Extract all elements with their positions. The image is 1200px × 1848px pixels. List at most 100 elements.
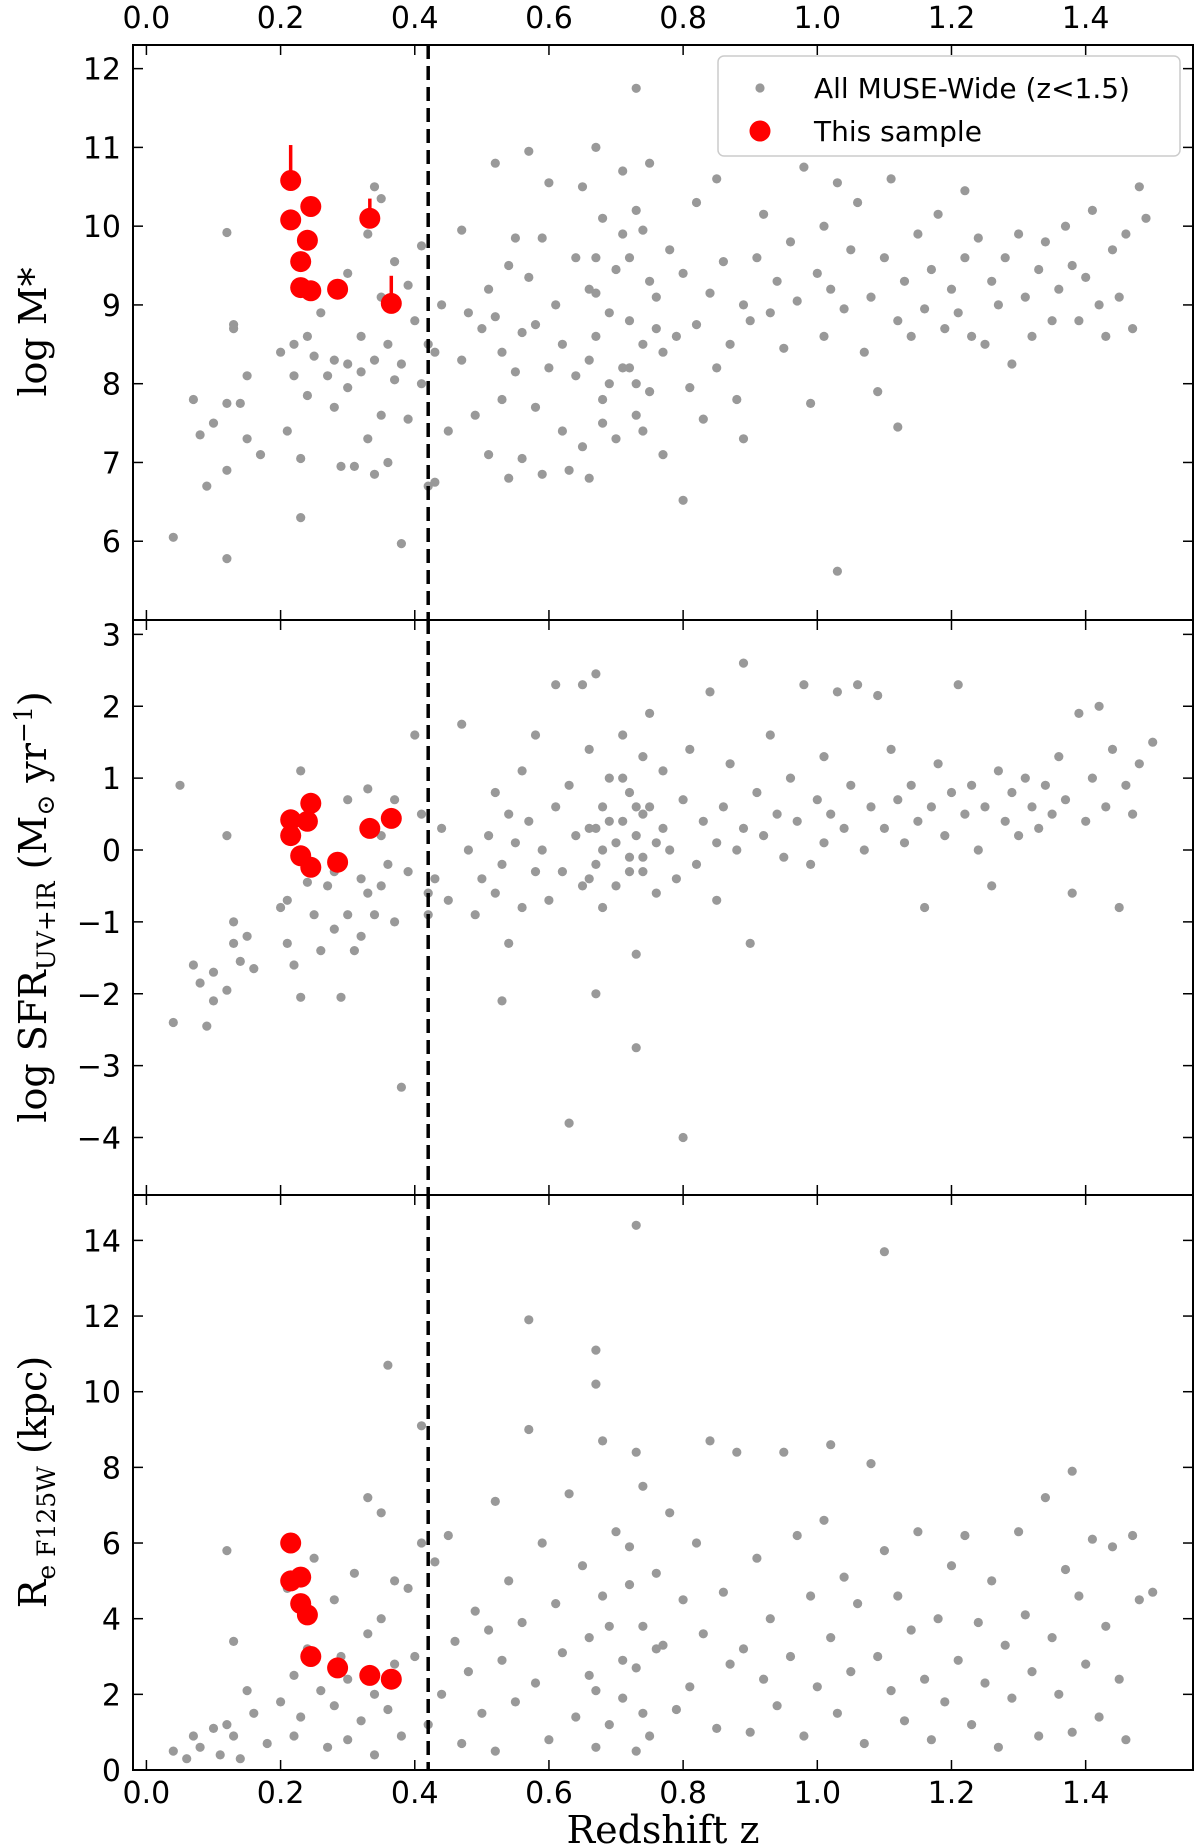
muse-wide-point	[1087, 773, 1097, 783]
muse-wide-point	[839, 823, 849, 834]
muse-wide-point	[383, 457, 393, 468]
muse-wide-point	[497, 996, 507, 1006]
muse-wide-point	[463, 1667, 473, 1677]
muse-wide-point	[698, 1629, 708, 1639]
muse-wide-point	[430, 874, 440, 884]
muse-wide-point	[229, 1636, 239, 1646]
muse-wide-point	[718, 1587, 729, 1597]
muse-wide-point	[182, 1754, 192, 1764]
muse-wide-point	[993, 300, 1004, 310]
muse-wide-point	[631, 83, 641, 93]
muse-wide-point	[551, 1599, 561, 1609]
sample-point	[380, 807, 402, 829]
muse-wide-point	[343, 1674, 353, 1684]
muse-wide-point	[403, 1583, 413, 1593]
muse-wide-point	[671, 874, 682, 884]
muse-wide-point	[745, 1727, 755, 1737]
muse-wide-point	[1067, 1727, 1077, 1737]
muse-wide-point	[289, 960, 299, 970]
muse-wide-point	[846, 780, 856, 790]
muse-wide-point	[651, 1568, 661, 1578]
muse-wide-point	[772, 276, 782, 286]
muse-wide-point	[846, 1667, 856, 1677]
muse-wide-point	[430, 1557, 440, 1567]
y-tick-label: 1	[102, 762, 121, 797]
muse-wide-point	[557, 867, 568, 877]
muse-wide-point	[229, 1731, 239, 1741]
muse-wide-point	[577, 182, 588, 192]
muse-wide-point	[638, 852, 648, 862]
muse-wide-point	[993, 1742, 1004, 1752]
muse-wide-point	[638, 339, 648, 349]
muse-wide-point	[443, 895, 453, 905]
muse-wide-point	[363, 1493, 373, 1503]
muse-wide-point	[222, 831, 232, 841]
muse-wide-point	[1047, 316, 1057, 326]
muse-wide-point	[510, 233, 520, 243]
muse-wide-point	[685, 744, 695, 755]
muse-wide-point	[779, 343, 789, 353]
muse-wide-point	[490, 158, 500, 168]
muse-wide-point	[544, 178, 554, 188]
muse-wide-point	[302, 390, 312, 401]
muse-wide-point	[1121, 229, 1131, 239]
panel-frame	[132, 619, 1194, 1196]
muse-wide-point	[792, 816, 802, 826]
sample-point	[327, 1657, 349, 1679]
muse-wide-point	[638, 426, 648, 436]
muse-wide-point	[309, 910, 319, 920]
sample-point	[280, 809, 302, 831]
panel-frame	[132, 1194, 1194, 1771]
muse-wide-point	[765, 730, 775, 740]
sample-point	[290, 1566, 312, 1588]
muse-wide-point	[920, 902, 930, 913]
muse-wide-point	[584, 473, 594, 483]
muse-wide-point	[484, 450, 494, 460]
muse-wide-point	[168, 1017, 178, 1028]
sample-point	[296, 229, 318, 251]
muse-wide-point	[806, 859, 816, 870]
muse-wide-point	[1040, 780, 1050, 790]
muse-wide-point	[564, 465, 574, 475]
legend-label-sample: This sample	[813, 115, 982, 148]
muse-wide-point	[785, 1651, 796, 1662]
muse-wide-point	[1020, 1610, 1030, 1620]
muse-wide-point	[1087, 1534, 1097, 1544]
muse-wide-point	[530, 320, 541, 330]
y-tick-label: 9	[102, 289, 121, 324]
muse-wide-point	[759, 1674, 769, 1684]
muse-wide-point	[799, 162, 809, 172]
muse-wide-point	[665, 1508, 675, 1518]
muse-wide-point	[1087, 205, 1097, 215]
muse-wide-point	[517, 453, 527, 464]
muse-wide-point	[1000, 1640, 1010, 1650]
muse-wide-point	[369, 910, 380, 920]
y-tick-label: 6	[102, 525, 121, 560]
sample-point	[296, 810, 318, 832]
muse-wide-point	[329, 924, 339, 934]
muse-wide-point	[504, 473, 514, 483]
muse-wide-point	[1014, 1527, 1024, 1537]
muse-wide-point	[960, 253, 970, 263]
muse-wide-point	[1134, 759, 1144, 769]
muse-wide-point	[504, 938, 514, 949]
muse-wide-point	[477, 874, 487, 884]
x-tick-label-top: 1.0	[793, 1, 841, 36]
muse-wide-point	[222, 985, 232, 995]
muse-wide-point	[1020, 773, 1030, 783]
muse-wide-point	[510, 1697, 520, 1707]
muse-wide-point	[826, 1633, 836, 1643]
muse-wide-point	[544, 363, 554, 373]
muse-wide-point	[343, 910, 353, 920]
muse-wide-point	[651, 888, 661, 898]
muse-wide-point	[450, 1636, 460, 1646]
muse-wide-point	[390, 795, 400, 805]
muse-wide-point	[1134, 1595, 1144, 1605]
muse-wide-point	[577, 1561, 588, 1571]
muse-wide-point	[1094, 300, 1104, 310]
y-tick-label: 10	[83, 1376, 121, 1411]
muse-wide-point	[853, 197, 863, 208]
muse-wide-point	[879, 1546, 890, 1556]
muse-wide-point	[591, 1686, 601, 1696]
